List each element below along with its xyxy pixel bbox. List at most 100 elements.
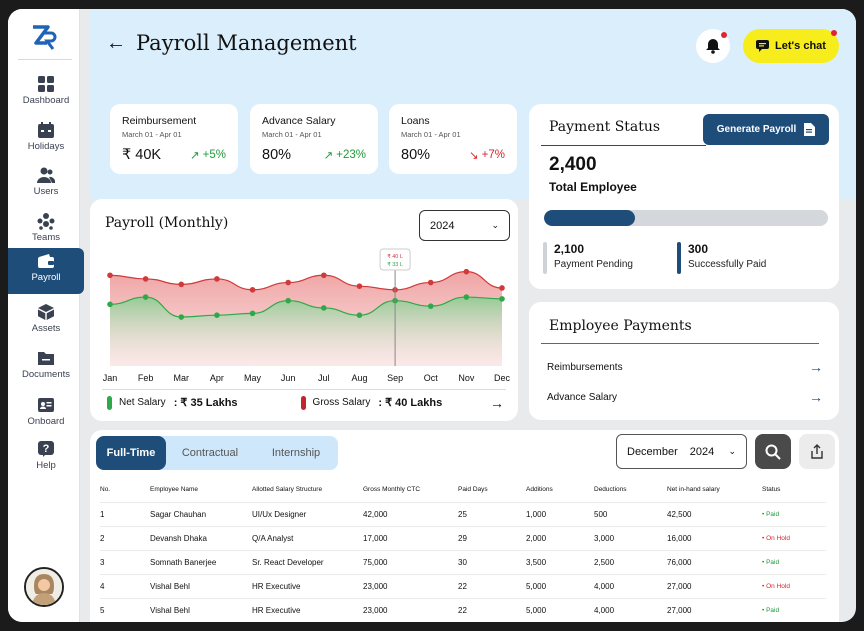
employment-type-tabs: Full-Time Contractual Internship [96,436,338,470]
net-salary-point[interactable] [142,294,149,300]
tab-internship[interactable]: Internship [271,447,321,459]
table-cell: 4 [100,573,150,598]
employee-payments-title: Employee Payments [549,318,692,334]
net-salary-point[interactable] [427,303,434,309]
chat-icon [756,40,770,52]
tab-full-time[interactable]: Full-Time [96,436,166,470]
stat-card-loans[interactable]: Loans March 01 - Apr 01 80% ↘ +7% [389,104,517,174]
box-icon [38,304,54,320]
gross-salary-point[interactable] [142,276,149,282]
table-cell: Sr. React Developer [252,549,363,574]
svg-text:?: ? [43,443,50,455]
sidebar-item-users[interactable]: Users [8,162,84,208]
table-cell: 2,000 [526,525,594,550]
sidebar-item-dashboard[interactable]: Dashboard [8,71,84,117]
gross-salary-point[interactable] [463,268,470,275]
total-employee-label: Total Employee [549,180,637,194]
arrow-right-icon[interactable]: → [809,389,823,405]
gross-salary-point[interactable] [178,281,185,288]
chat-notification-dot [831,30,837,36]
net-salary-point[interactable] [178,314,185,320]
payment-paid-stat: 300 Successfully Paid [677,242,766,274]
sidebar: Dashboard Holidays Users Teams Payroll A… [8,9,84,622]
arrow-right-icon[interactable]: → [490,394,504,411]
sidebar-item-help[interactable]: ? Help [8,436,84,482]
net-salary-point[interactable] [107,301,113,308]
sidebar-item-teams[interactable]: Teams [8,208,84,254]
employee-payments-item-advance-salary[interactable]: Advance Salary → [547,389,823,405]
stat-card-reimbursement[interactable]: Reimbursement March 01 - Apr 01 ₹ 40K ↗ +… [110,104,238,174]
year-select[interactable]: 2024 ⌄ [419,210,510,241]
sidebar-item-label: Documents [21,369,71,380]
gross-salary-point[interactable] [249,287,256,293]
table-cell: Somnath Banerjee [150,549,252,574]
employee-payments-card: Employee Payments Reimbursements → Advan… [529,302,839,420]
sidebar-item-label: Holidays [27,141,65,152]
chart-legend: Net Salary : ₹ 35 Lakhs Gross Salary : ₹… [102,389,506,415]
gross-salary-point[interactable] [107,272,113,279]
net-salary-point[interactable] [463,294,470,300]
search-button[interactable] [755,434,791,469]
employee-table-card: Full-Time Contractual Internship Decembe… [90,430,839,622]
table-cell: 42,500 [667,501,762,526]
table-cell: 5 [100,597,150,622]
stat-value: 80% [401,147,431,163]
table-cell: 5,000 [526,573,594,598]
arrow-right-icon[interactable]: → [809,359,823,375]
net-salary-point[interactable] [499,296,505,302]
gross-salary-point[interactable] [285,279,291,286]
stat-change: +23% [336,149,366,161]
stat-date-range: March 01 - Apr 01 [262,130,322,139]
gross-salary-point[interactable] [321,272,327,279]
x-tick-label: Oct [424,373,439,383]
generate-payroll-button[interactable]: Generate Payroll [703,114,829,145]
pending-label: Payment Pending [554,259,633,270]
zr-logo [33,25,57,50]
status-dot: • [762,510,767,518]
gross-salary-point[interactable] [427,279,434,286]
net-salary-point[interactable] [285,297,291,304]
tab-contractual[interactable]: Contractual [181,447,239,459]
table-cell: 30 [458,549,526,574]
table-cell: Vishal Behl [150,597,252,622]
net-salary-point[interactable] [249,310,256,317]
bell-icon [706,39,720,54]
chevron-down-icon: ⌄ [491,220,499,230]
export-button[interactable] [799,434,835,469]
lets-chat-button[interactable]: Let's chat [743,29,839,63]
sidebar-item-assets[interactable]: Assets [8,299,84,345]
sidebar-item-onboard[interactable]: Onboard [8,392,84,438]
table-cell: 2 [100,525,150,550]
payroll-chart-card: ₹ 40 L ₹ 33 L Jan Feb Mar Apr May Jun Jul Aug Sep O… [90,199,518,421]
stat-change: +5% [202,149,226,161]
table-row[interactable]: 5 Vishal Behl HR Executive 23,000 22 5,000 4,0… [100,597,826,622]
col-header: Gross Monthly CTC [363,486,421,494]
status-text: Paid [766,606,780,614]
gross-salary-line [109,271,503,291]
back-arrow-icon[interactable]: ← [106,31,126,54]
net-salary-swatch [107,395,112,410]
stat-value: ₹ 40K [122,147,162,163]
employee-payments-item-reimbursements[interactable]: Reimbursements → [547,359,823,375]
sidebar-item-holidays[interactable]: Holidays [8,117,84,163]
sidebar-item-documents[interactable]: Documents [8,345,84,391]
gross-salary-point[interactable] [214,276,220,282]
table-cell: 76,000 [667,549,762,574]
table-row[interactable]: 2 Devansh Dhaka Q/A Analyst 17,000 29 2,000 3,… [100,525,826,550]
sidebar-item-payroll[interactable]: Payroll [8,248,84,294]
payment-status-title: Payment Status [549,119,661,135]
notifications-button[interactable] [696,29,730,63]
gross-salary-point[interactable] [356,283,363,289]
table-cell: 22 [458,597,526,622]
net-salary-point[interactable] [214,312,220,318]
net-salary-point[interactable] [356,312,363,318]
table-header-row: No. Employee Name Allotted Salary Struct… [100,478,826,502]
table-row[interactable]: 1 Sagar Chauhan UI/Ux Designer 42,000 25 1,00… [100,501,826,526]
table-row[interactable]: 4 Vishal Behl HR Executive 23,000 22 5,000 4,0… [100,573,826,598]
table-row[interactable]: 3 Somnath Banerjee Sr. React Developer 75,0… [100,549,826,574]
stat-card-advance-salary[interactable]: Advance Salary March 01 - Apr 01 80% ↗ +2… [250,104,378,174]
net-salary-point[interactable] [321,305,327,311]
month-year-select[interactable]: December 2024 ⌄ [616,434,747,469]
user-avatar[interactable] [24,567,64,607]
gross-salary-point[interactable] [499,285,505,291]
